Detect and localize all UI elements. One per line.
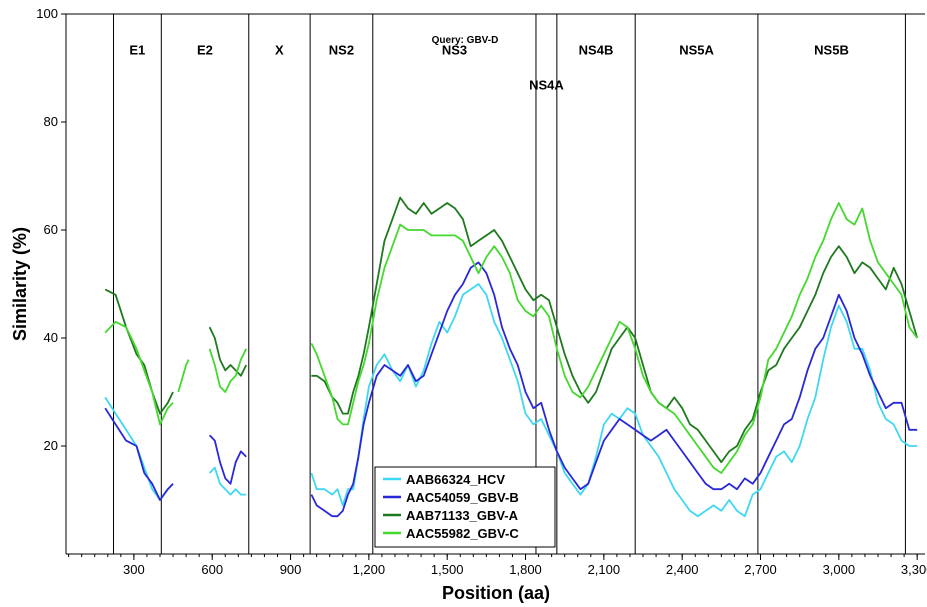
x-tick-label-600: 600	[201, 562, 223, 577]
y-ticks: 20 40 60 80 100	[36, 6, 66, 453]
x-tick-label-1800: 1,800	[509, 562, 542, 577]
region-label-x: X	[275, 43, 284, 58]
x-tick-label-3300: 3,300	[901, 562, 927, 577]
series-line-aac55982_gbv-c-seg2	[208, 348, 248, 393]
region-label-e1: E1	[129, 43, 145, 58]
series-line-aac55982_gbv-c-seg0	[104, 320, 174, 426]
y-axis-title: Similarity (%)	[10, 227, 30, 341]
legend-label-aac55982_gbv-c: AAC55982_GBV-C	[406, 526, 519, 541]
series-line-aab71133_gbv-a-seg2	[311, 196, 919, 464]
x-tick-label-2400: 2,400	[666, 562, 699, 577]
query-annotation: Query: GBV-D	[432, 35, 499, 46]
y-tick-label-60: 60	[44, 222, 58, 237]
legend-label-aab66324_hcv: AAB66324_HCV	[406, 472, 505, 487]
y-tick-label-40: 40	[44, 330, 58, 345]
series-line-aab71133_gbv-a-seg1	[208, 326, 248, 377]
x-tick-label-2100: 2,100	[588, 562, 621, 577]
series-line-aab66324_hcv-seg1	[208, 466, 247, 496]
x-tick-label-3000: 3,000	[823, 562, 856, 577]
region-label-ns3: NS3	[442, 43, 467, 58]
region-label-ns4a: NS4A	[529, 78, 564, 93]
y-tick-label-20: 20	[44, 438, 58, 453]
x-tick-label-2700: 2,700	[744, 562, 777, 577]
legend-label-aab71133_gbv-a: AAB71133_GBV-A	[406, 508, 519, 523]
region-label-ns2: NS2	[329, 43, 354, 58]
region-label-e2: E2	[197, 43, 213, 58]
x-ticks: 300 600 900 1,200 1,500 1,800 2,100 2,400 2,700 3…	[123, 554, 927, 577]
series-aac55982_gbv-c	[104, 202, 918, 474]
legend-box	[374, 466, 556, 548]
region-label-ns4b: NS4B	[579, 43, 614, 58]
series-line-aac54059_gbv-b-seg2	[310, 261, 918, 518]
region-label-ns5a: NS5A	[679, 43, 714, 58]
series-layer	[104, 196, 919, 518]
series-aab71133_gbv-a	[104, 196, 919, 464]
y-tick-label-100: 100	[36, 6, 58, 21]
region-boundaries	[113, 14, 906, 554]
axes	[65, 13, 925, 555]
x-tick-label-300: 300	[123, 562, 145, 577]
y-tick-label-80: 80	[44, 114, 58, 129]
series-line-aab66324_hcv-seg2	[310, 283, 918, 518]
series-line-aac54059_gbv-b-seg1	[208, 434, 247, 485]
series-aac54059_gbv-b	[104, 261, 918, 518]
x-tick-label-900: 900	[280, 562, 302, 577]
region-labels: E1 E2 X NS2 NS3 NS4A NS4B NS5A NS5B	[129, 43, 849, 93]
series-line-aac54059_gbv-b-seg0	[104, 407, 174, 501]
x-axis-title: Position (aa)	[442, 583, 550, 603]
legend: AAB66324_HCV AAC54059_GBV-B AAB71133_GBV-A…	[374, 466, 556, 548]
series-line-aac55982_gbv-c-seg1	[177, 359, 190, 393]
x-tick-label-1200: 1,200	[353, 562, 386, 577]
x-tick-label-1500: 1,500	[431, 562, 464, 577]
region-label-ns5b: NS5B	[814, 43, 849, 58]
legend-label-aac54059_gbv-b: AAC54059_GBV-B	[406, 490, 519, 505]
series-line-aac55982_gbv-c-seg3	[310, 202, 918, 474]
series-line-aab71133_gbv-a-seg0	[104, 288, 174, 415]
